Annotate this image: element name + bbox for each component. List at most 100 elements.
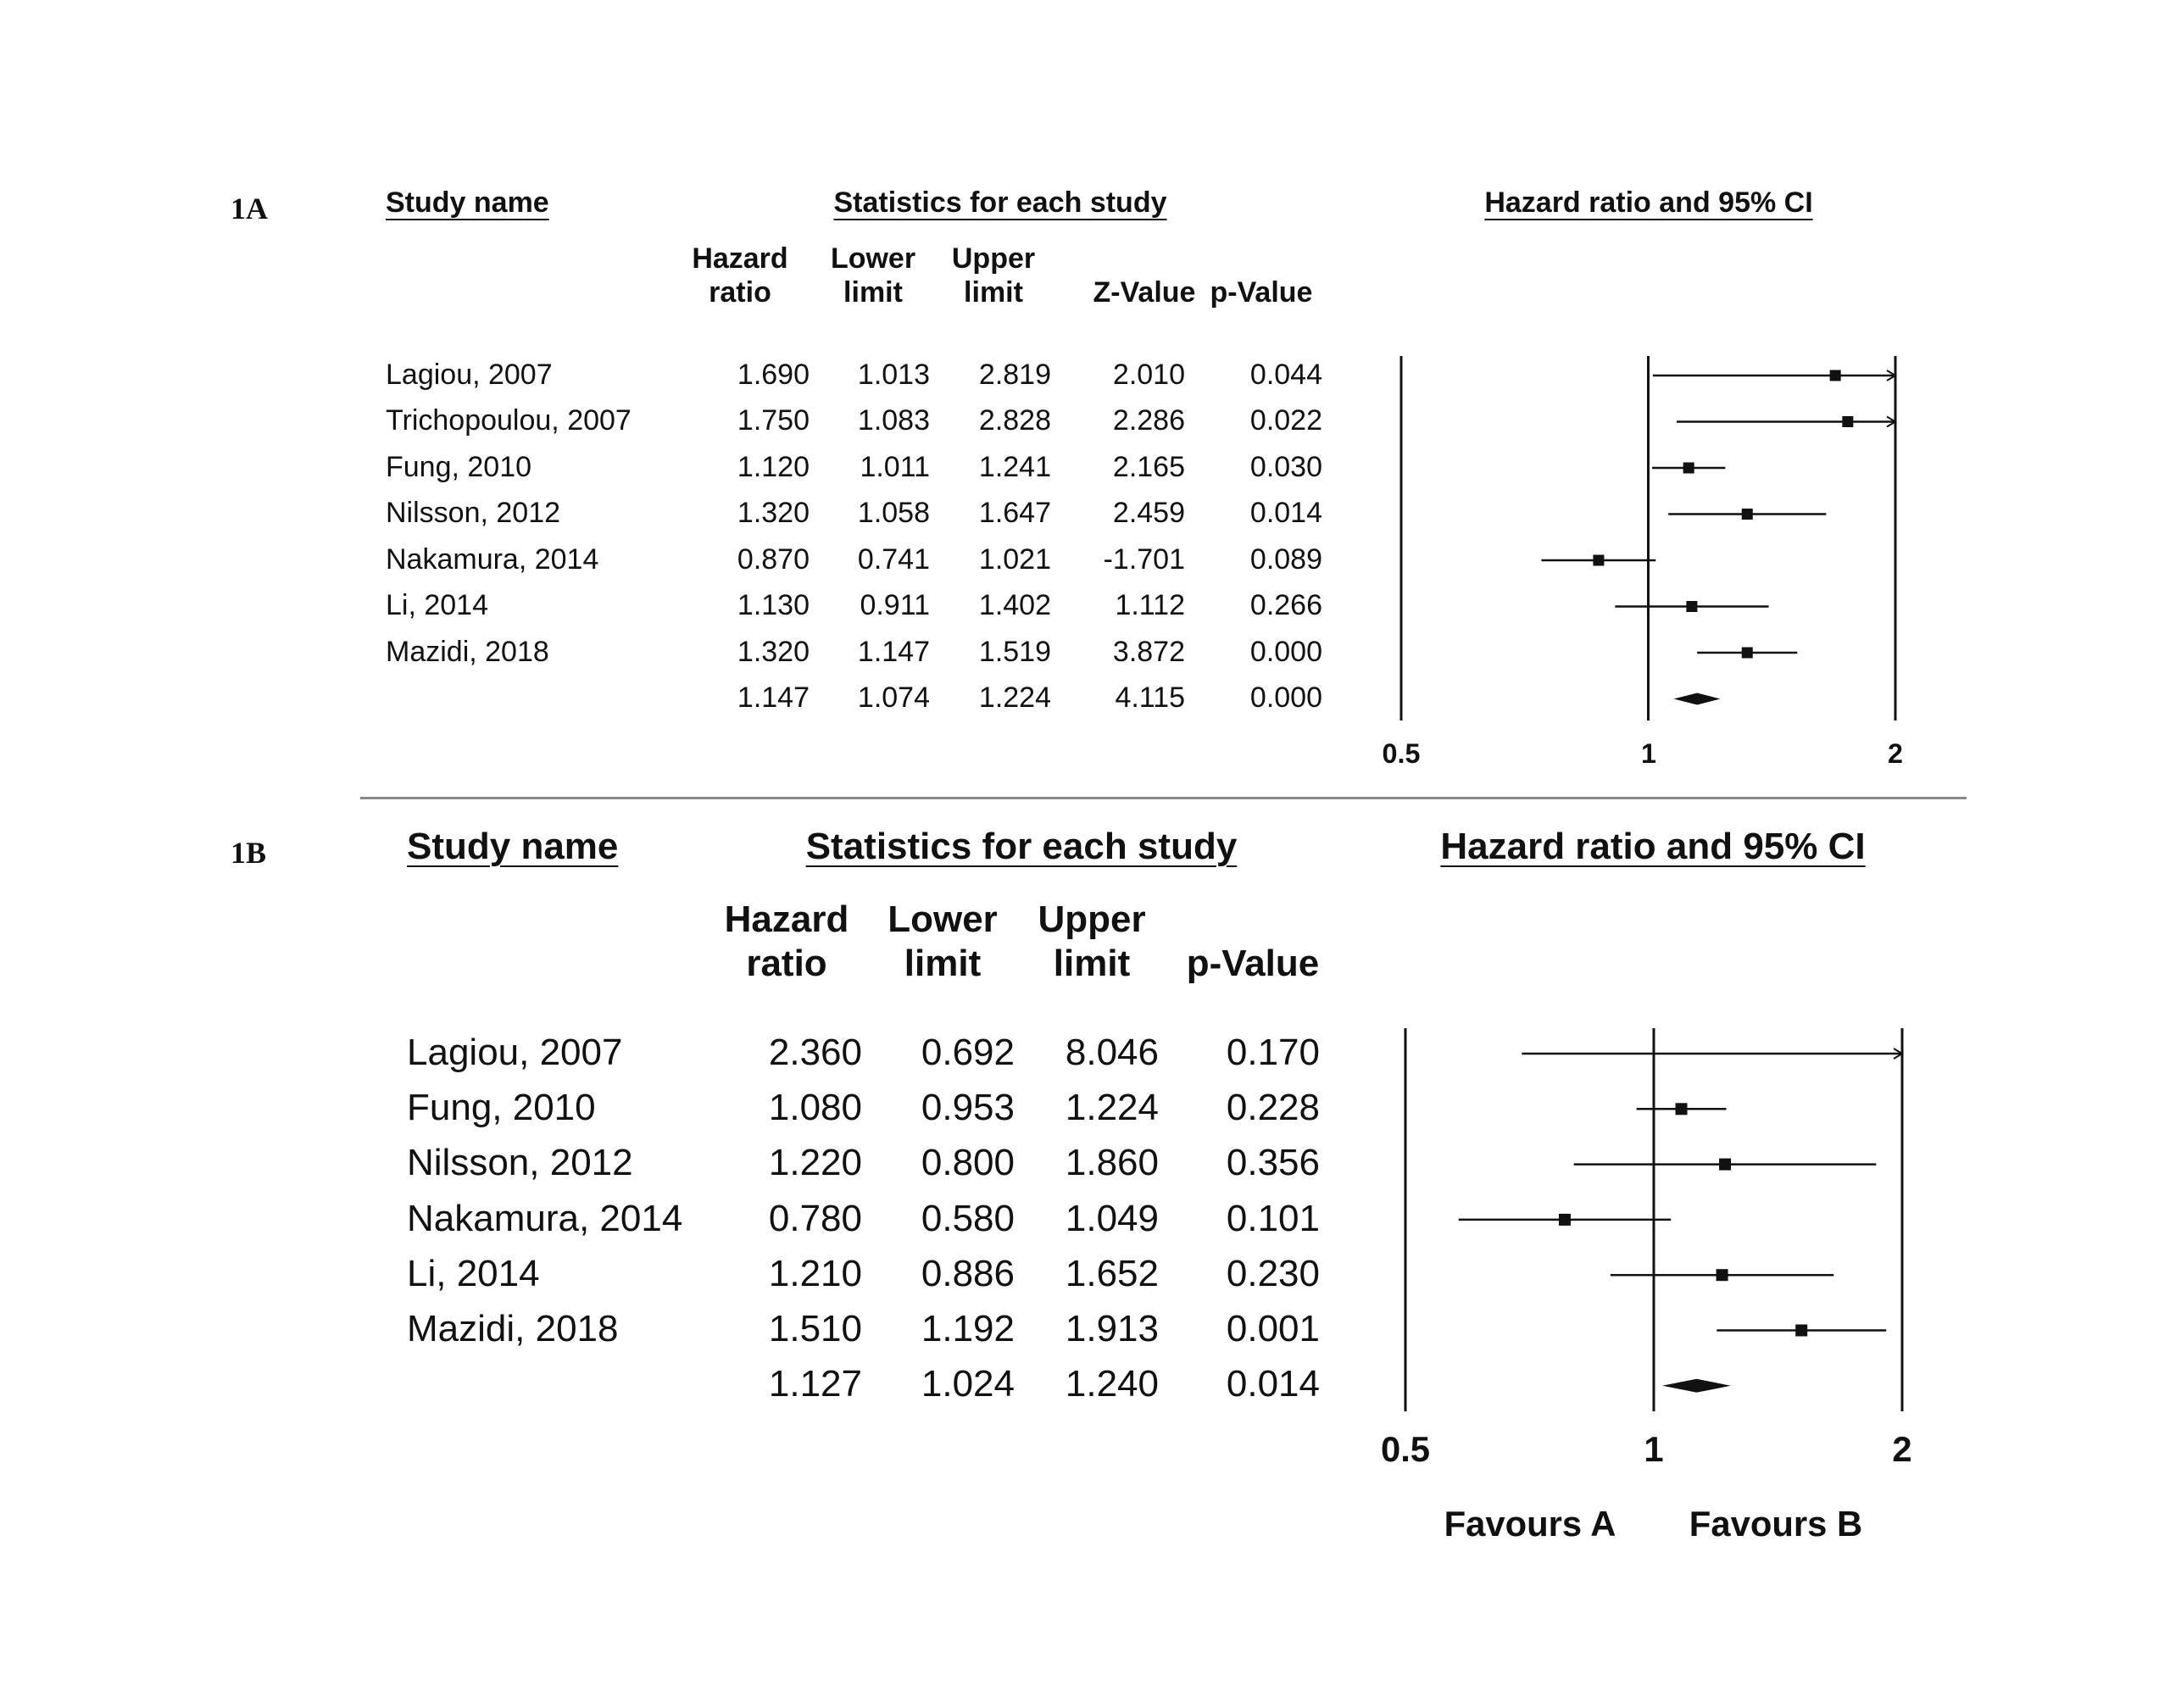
column-header: p-Value (1186, 943, 1320, 985)
table-cell: 2.360 (768, 1031, 862, 1073)
study-name: Mazidi, 2018 (386, 635, 549, 668)
table-cell: 0.780 (768, 1197, 862, 1239)
table-cell: 0.953 (921, 1086, 1015, 1128)
table-cell: 1.112 (1115, 589, 1185, 622)
table-cell: 1.147 (737, 682, 810, 715)
point-estimate (1558, 1213, 1571, 1226)
column-header: Hazard (692, 242, 788, 275)
table-cell: 1.241 (978, 450, 1051, 483)
table-cell: 0.870 (737, 542, 810, 576)
plot-header: Hazard ratio and 95% CI (1484, 186, 1813, 219)
table-cell: 1.147 (857, 635, 930, 668)
point-estimate (1716, 1269, 1728, 1282)
table-cell: 1.220 (768, 1142, 862, 1184)
table-cell: 0.886 (921, 1252, 1015, 1294)
ci-arrow (1886, 370, 1897, 381)
column-header: p-Value (1210, 276, 1313, 309)
table-cell: 2.010 (1112, 358, 1185, 391)
study-name: Nilsson, 2012 (386, 497, 561, 530)
table-cell: 1.011 (860, 450, 930, 483)
table-cell: 1.192 (921, 1308, 1015, 1350)
statistics-header: Statistics for each study (833, 186, 1167, 219)
table-cell: 0.001 (1226, 1308, 1320, 1350)
table-cell: 0.014 (1249, 497, 1322, 530)
favours-label: Favours A (1444, 1503, 1616, 1544)
column-header: Hazard (724, 898, 849, 940)
table-cell: 1.750 (737, 404, 810, 437)
table-cell: 1.224 (978, 682, 1051, 715)
column-header: limit (843, 276, 903, 309)
table-cell: 1.210 (768, 1252, 862, 1294)
column-header: Lower (887, 898, 998, 940)
table-cell: 0.911 (860, 589, 930, 622)
table-cell: 4.115 (1115, 682, 1185, 715)
table-cell: 3.872 (1112, 635, 1185, 668)
point-estimate (1719, 1158, 1732, 1171)
table-cell: 1.083 (857, 404, 930, 437)
study-name: Fung, 2010 (386, 450, 532, 483)
panel-label: 1A (231, 192, 268, 225)
table-cell: 0.000 (1249, 635, 1322, 668)
table-cell: 0.014 (1226, 1363, 1320, 1405)
table-cell: 1.519 (978, 635, 1051, 668)
point-estimate (1795, 1324, 1808, 1337)
study-name: Lagiou, 2007 (386, 358, 553, 391)
axis-tick-label: 2 (1888, 738, 1903, 770)
study-name: Nakamura, 2014 (407, 1197, 683, 1239)
table-cell: 1.024 (921, 1363, 1015, 1405)
table-cell: 0.000 (1249, 682, 1322, 715)
point-estimate (1675, 1103, 1688, 1115)
table-cell: 0.101 (1226, 1197, 1320, 1239)
study-name: Lagiou, 2007 (407, 1031, 623, 1073)
table-cell: 2.828 (978, 404, 1051, 437)
point-estimate (1683, 462, 1694, 474)
table-cell: 1.120 (737, 450, 810, 483)
point-estimate (1741, 647, 1753, 659)
table-cell: 1.074 (857, 682, 930, 715)
table-cell: 1.690 (737, 358, 810, 391)
table-cell: 1.013 (857, 358, 930, 391)
point-estimate (1741, 509, 1753, 520)
column-header: limit (1053, 943, 1131, 985)
study-name: Trichopoulou, 2007 (386, 404, 632, 437)
pooled-diamond (1662, 1378, 1731, 1393)
ci-arrow (1893, 1048, 1904, 1060)
table-cell: 1.080 (768, 1086, 862, 1128)
table-cell: 1.647 (978, 497, 1051, 530)
axis-tick-label: 2 (1892, 1428, 1912, 1469)
table-cell: 1.240 (1065, 1363, 1159, 1405)
table-cell: 1.402 (978, 589, 1051, 622)
table-cell: 0.692 (921, 1031, 1015, 1073)
table-cell: 1.320 (737, 497, 810, 530)
study-name: Li, 2014 (386, 589, 488, 622)
table-cell: 1.021 (978, 542, 1051, 576)
point-estimate (1829, 370, 1841, 381)
table-cell: 0.089 (1249, 542, 1322, 576)
table-cell: 1.860 (1065, 1142, 1159, 1184)
study-name-header: Study name (386, 186, 549, 219)
table-cell: 2.286 (1112, 404, 1185, 437)
table-cell: 0.230 (1226, 1252, 1320, 1294)
statistics-header: Statistics for each study (805, 825, 1238, 867)
column-header: limit (964, 276, 1023, 309)
table-cell: 0.356 (1226, 1142, 1320, 1184)
table-cell: -1.701 (1103, 542, 1185, 576)
column-header: Z-Value (1093, 276, 1196, 309)
table-cell: 8.046 (1065, 1031, 1159, 1073)
table-cell: 0.044 (1249, 358, 1322, 391)
pooled-diamond (1673, 693, 1721, 705)
plot-header: Hazard ratio and 95% CI (1440, 825, 1866, 867)
axis-tick-label: 0.5 (1382, 738, 1421, 770)
axis-tick-label: 0.5 (1380, 1428, 1431, 1469)
panel-divider (360, 797, 1967, 799)
column-header: Upper (1038, 898, 1146, 940)
study-name: Fung, 2010 (407, 1086, 596, 1128)
table-cell: 1.130 (737, 589, 810, 622)
table-cell: 0.800 (921, 1142, 1015, 1184)
axis-tick-label: 1 (1641, 738, 1656, 770)
table-cell: 2.165 (1112, 450, 1185, 483)
table-cell: 0.030 (1249, 450, 1322, 483)
column-header: ratio (709, 276, 771, 309)
column-header: Upper (951, 242, 1036, 275)
